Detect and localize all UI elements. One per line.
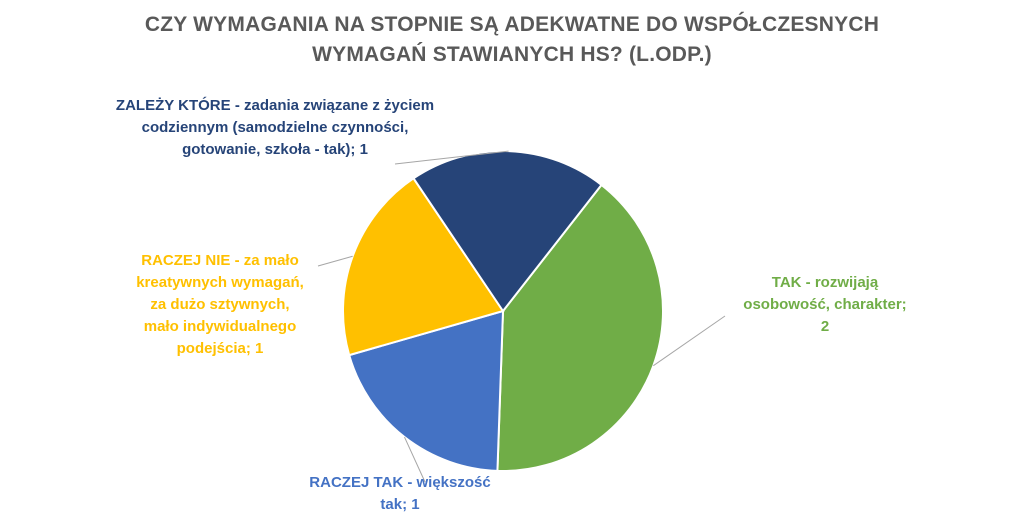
data-label-zalezy-ktore-line: codziennym (samodzielne czynności, <box>141 119 409 136</box>
leader-line-zależy-które <box>394 150 509 165</box>
pie-slice-tak <box>496 183 664 472</box>
chart-title: CZY WYMAGANIA NA STOPNIE SĄ ADEKWATNE DO… <box>0 10 1024 70</box>
leader-line-raczej-tak <box>404 436 426 483</box>
data-label-raczej-nie-line: za dużo sztywnych, <box>150 296 290 313</box>
data-label-raczej-nie: RACZEJ NIE - za mało kreatywnych wymagań… <box>115 250 325 360</box>
data-label-raczej-nie-line: mało indywidualnego <box>143 318 297 335</box>
data-label-raczej-nie-line: kreatywnych wymagań, <box>136 274 304 291</box>
data-label-tak-line: osobowość, charakter; <box>743 296 907 313</box>
data-label-raczej-nie-line: RACZEJ NIE - za mało <box>141 252 299 269</box>
data-label-raczej-tak-line: tak; 1 <box>380 496 420 513</box>
data-label-raczej-tak: RACZEJ TAK - większość tak; 1 <box>300 472 500 516</box>
chart-title-line-1: CZY WYMAGANIA NA STOPNIE SĄ ADEKWATNE DO… <box>144 13 880 36</box>
data-label-tak-line: TAK - rozwijają <box>771 274 879 291</box>
data-label-zalezy-ktore-line: ZALEŻY KTÓRE - zadania związane z życiem <box>115 97 435 114</box>
leader-line-raczej-nie <box>317 255 353 267</box>
data-label-zalezy-ktore: ZALEŻY KTÓRE - zadania związane z życiem… <box>90 95 460 161</box>
data-label-zalezy-ktore-line: gotowanie, szkoła - tak); 1 <box>182 141 368 158</box>
data-label-raczej-tak-line: RACZEJ TAK - większość <box>309 474 491 491</box>
leader-line-tak <box>653 315 726 367</box>
data-label-tak: TAK - rozwijają osobowość, charakter; 2 <box>720 272 930 338</box>
data-label-raczej-nie-line: podejścia; 1 <box>176 340 264 357</box>
data-label-tak-line: 2 <box>820 318 830 335</box>
chart-title-line-2: WYMAGAŃ STAWIANYCH HS? (L.ODP.) <box>312 43 712 66</box>
